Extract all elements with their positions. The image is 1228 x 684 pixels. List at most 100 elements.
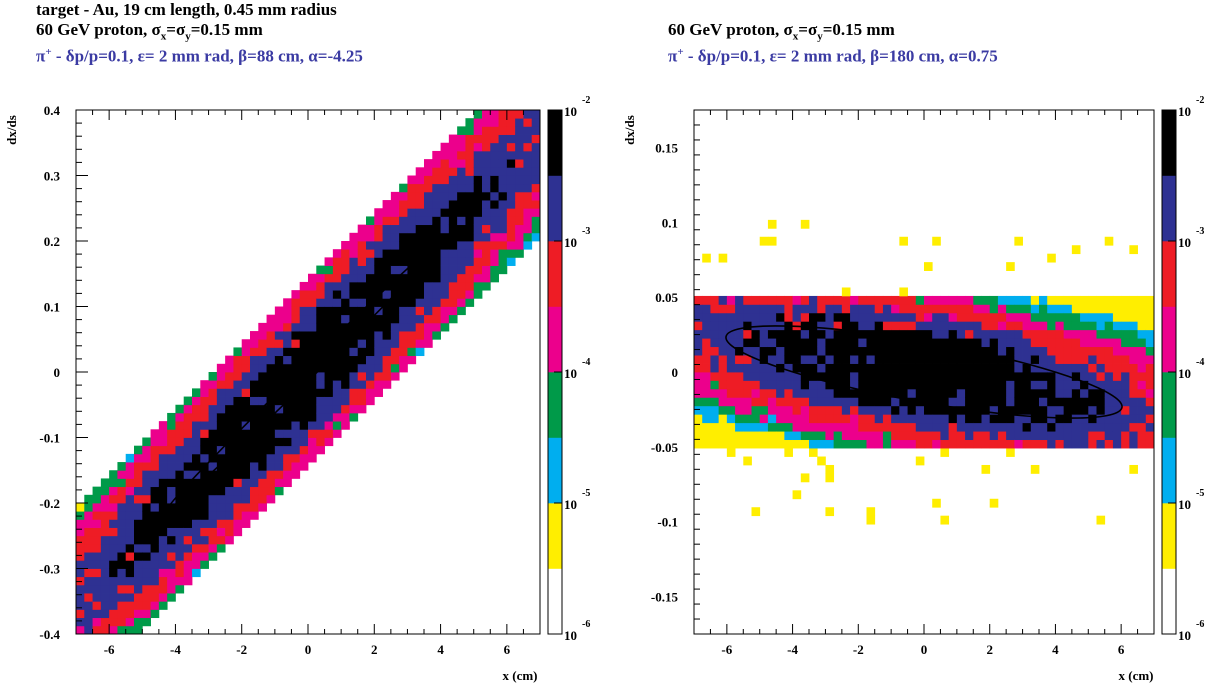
heatmap-cell <box>1121 321 1130 331</box>
heatmap-cell <box>100 527 110 537</box>
heatmap-cell <box>167 511 176 520</box>
heatmap-cell <box>216 412 226 422</box>
heatmap-cell <box>850 380 859 390</box>
x-tick-label: 0 <box>305 642 312 657</box>
heatmap-cell <box>817 295 826 305</box>
heatmap-cell <box>308 453 317 463</box>
heatmap-cell <box>776 304 785 314</box>
heatmap-cell <box>726 405 736 415</box>
heatmap-cell <box>84 527 93 537</box>
heatmap-cell <box>440 314 450 324</box>
heatmap-cell <box>800 414 810 424</box>
heatmap-cell <box>498 224 508 234</box>
heatmap-cell <box>531 216 541 226</box>
heatmap-cell <box>490 126 499 135</box>
panel1-pi-charge: + <box>45 46 52 58</box>
heatmap-cell <box>800 321 810 331</box>
heatmap-cell <box>833 295 843 305</box>
heatmap-cell <box>167 462 176 471</box>
heatmap-cell <box>841 380 851 390</box>
heatmap-cell <box>308 314 317 324</box>
heatmap-cell <box>866 439 876 449</box>
heatmap-cell <box>84 511 93 520</box>
heatmap-cell <box>841 346 851 356</box>
heatmap-cell <box>891 372 900 381</box>
heatmap-cell <box>76 560 85 569</box>
heatmap-cell <box>440 224 450 234</box>
heatmap-cell <box>134 625 143 635</box>
heatmap-cell <box>1112 295 1122 305</box>
heatmap-cell <box>531 200 541 209</box>
heatmap-cell <box>324 306 334 316</box>
heatmap-cell <box>523 167 533 176</box>
y-tick-label: -0.4 <box>39 627 60 642</box>
heatmap-cell <box>743 388 752 398</box>
heatmap-cell <box>382 265 392 275</box>
heatmap-cell <box>457 200 466 209</box>
heatmap-cell <box>1071 405 1081 415</box>
heatmap-cell <box>850 397 859 407</box>
heatmap-cell <box>200 412 209 422</box>
heatmap-cell <box>874 422 884 432</box>
heatmap-cell <box>735 414 744 424</box>
heatmap-cell <box>183 470 193 479</box>
heatmap-cell <box>457 249 466 258</box>
heatmap-cell <box>192 388 201 397</box>
heatmap-cell <box>899 338 908 348</box>
heatmap-cell <box>200 519 209 528</box>
heatmap-cell <box>258 429 267 438</box>
heatmap-cell <box>200 560 209 569</box>
heatmap-cell <box>940 515 950 525</box>
heatmap-cell <box>800 363 810 373</box>
heatmap-cell <box>515 183 524 193</box>
heatmap-cell <box>1145 372 1155 381</box>
heatmap-cell <box>357 363 367 373</box>
heatmap-cell <box>948 372 958 381</box>
heatmap-cell <box>341 290 350 299</box>
heatmap-cell <box>694 431 703 441</box>
heatmap-cell <box>1129 439 1138 449</box>
heatmap-cell <box>1096 338 1106 348</box>
heatmap-cell <box>817 439 826 449</box>
heatmap-cell <box>759 388 769 398</box>
heatmap-cell <box>1006 439 1015 449</box>
heatmap-cell <box>1055 422 1065 432</box>
heatmap-cell <box>833 338 843 348</box>
heatmap-cell <box>332 412 342 422</box>
heatmap-cell <box>1022 414 1032 424</box>
heatmap-cell <box>850 346 859 356</box>
heatmap-cell <box>523 142 533 152</box>
heatmap-cell <box>134 543 143 553</box>
heatmap-cell <box>183 543 193 553</box>
heatmap-cell <box>341 388 350 397</box>
heatmap-cell <box>142 552 151 561</box>
heatmap-cell <box>1096 380 1106 390</box>
heatmap-cell <box>498 183 508 193</box>
heatmap-cell <box>208 404 218 414</box>
heatmap-cell <box>167 478 176 488</box>
heatmap-cell <box>932 380 941 390</box>
heatmap-cell <box>1080 329 1089 339</box>
heatmap-cell <box>1030 405 1040 415</box>
heatmap-cell <box>109 560 118 569</box>
heatmap-cell <box>841 397 851 407</box>
heatmap-cell <box>158 519 168 528</box>
heatmap-cell <box>1030 397 1040 407</box>
colorbar-segment <box>548 437 562 504</box>
heatmap-cell <box>216 429 226 438</box>
heatmap-cell <box>800 405 810 415</box>
heatmap-cell <box>482 241 491 250</box>
heatmap-cell <box>349 380 359 389</box>
heatmap-cell <box>915 422 925 432</box>
heatmap-cell <box>965 397 974 407</box>
colorbar-segment <box>548 241 562 307</box>
heatmap-cell <box>266 388 276 397</box>
heatmap-cell <box>324 363 334 373</box>
heatmap-cell <box>1129 405 1138 415</box>
heatmap-cell <box>175 503 185 512</box>
heatmap-cell <box>915 338 925 348</box>
heatmap-cell <box>225 535 234 545</box>
heatmap-cell <box>283 355 292 365</box>
heatmap-cell <box>1112 338 1122 348</box>
heatmap-cell <box>448 249 458 258</box>
